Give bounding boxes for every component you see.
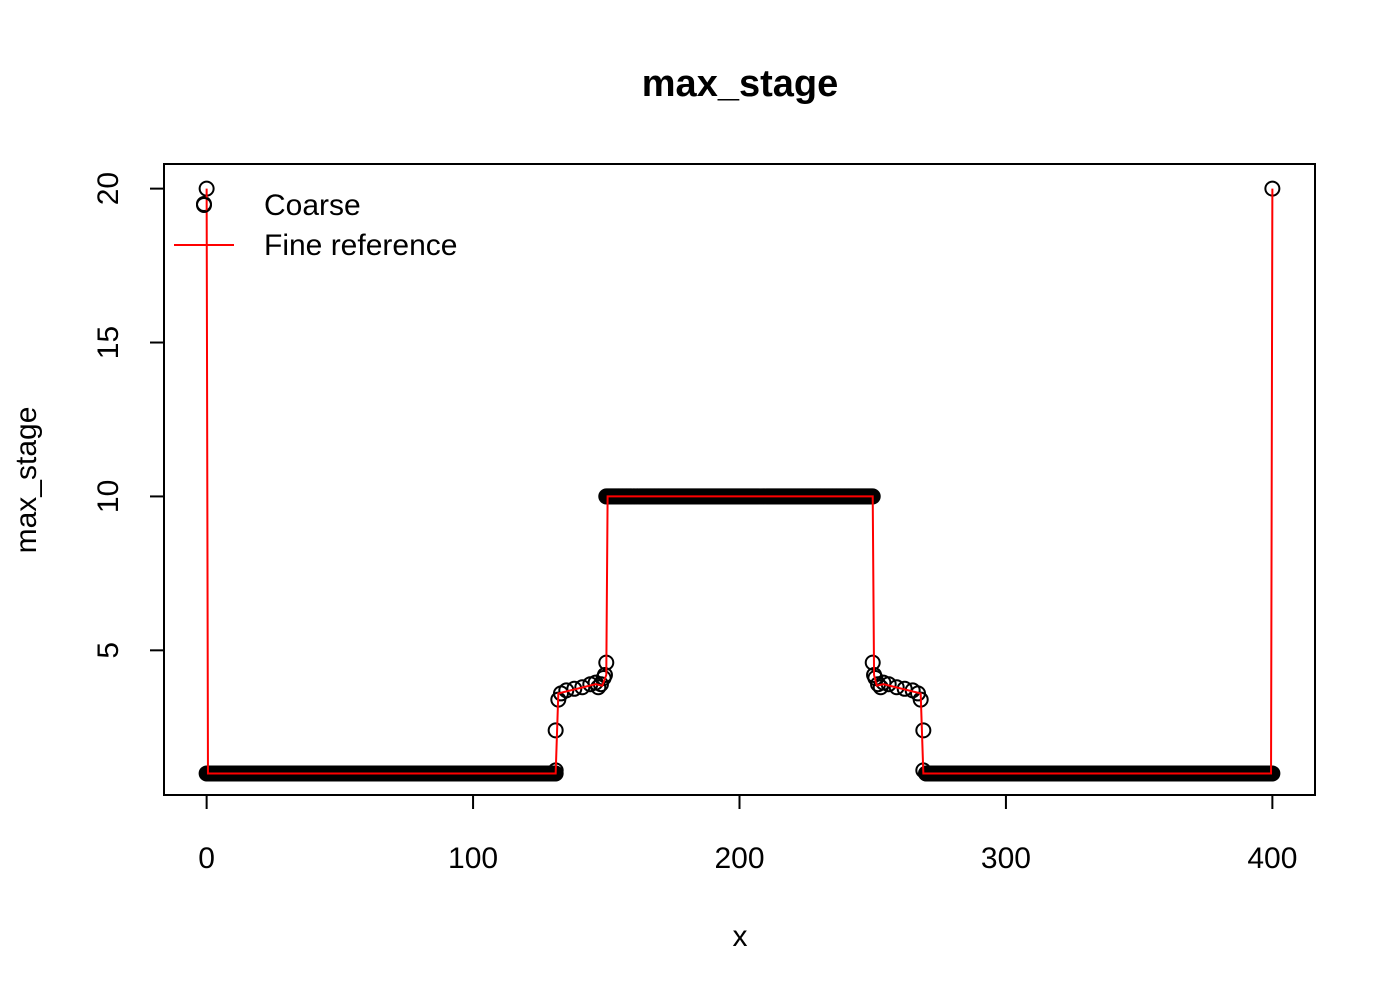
- x-tick-label: 400: [1247, 842, 1297, 875]
- x-tick-label: 0: [198, 842, 215, 875]
- y-tick-label: 10: [92, 480, 125, 513]
- x-tick-label: 300: [981, 842, 1031, 875]
- legend-label-coarse: Coarse: [264, 189, 361, 222]
- series-fine-reference-line: [205, 188, 1274, 775]
- data-point: [596, 666, 613, 683]
- data-point: [915, 722, 932, 739]
- data-point: [590, 679, 607, 696]
- x-axis-title: x: [733, 920, 748, 953]
- y-axis-title: max_stage: [10, 407, 43, 554]
- x-axis: 0 100 200 300 400: [198, 794, 1297, 875]
- legend: Coarse Fine reference: [174, 189, 457, 262]
- data-point: [566, 680, 583, 697]
- legend-marker-coarse: [196, 197, 212, 213]
- x-tick-label: 200: [714, 842, 764, 875]
- data-point: [864, 654, 881, 671]
- chart-title: max_stage: [642, 63, 838, 105]
- x-tick-label: 100: [448, 842, 498, 875]
- plot-area: [195, 180, 1281, 782]
- data-point: [547, 722, 564, 739]
- y-axis: 5 10 15 20: [92, 172, 165, 659]
- series-coarse: [195, 180, 1281, 782]
- y-tick-label: 15: [92, 326, 125, 359]
- y-tick-label: 20: [92, 172, 125, 205]
- data-point: [888, 679, 905, 696]
- legend-label-fine-reference: Fine reference: [264, 229, 457, 262]
- y-tick-label: 5: [92, 642, 125, 659]
